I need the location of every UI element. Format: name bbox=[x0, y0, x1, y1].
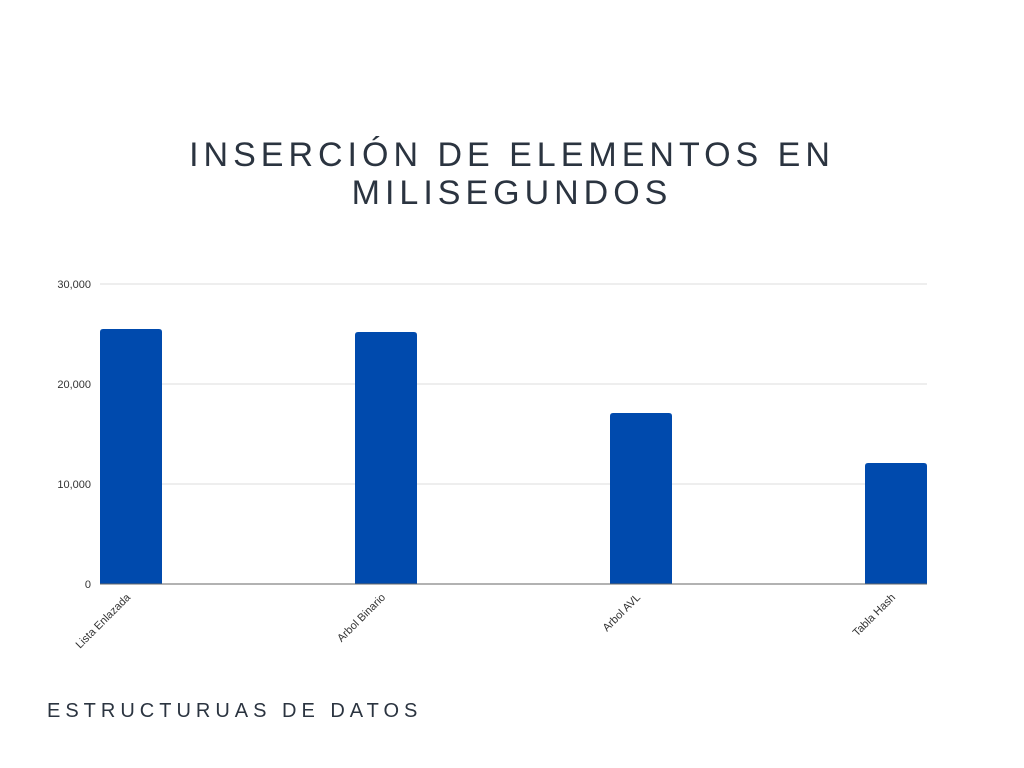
x-tick-label: Arbol Binario bbox=[335, 592, 388, 645]
bar bbox=[355, 332, 417, 584]
chart-title: INSERCIÓN DE ELEMENTOS EN MILISEGUNDOS bbox=[0, 136, 1024, 212]
y-tick-label: 20,000 bbox=[57, 379, 91, 391]
chart-title-line-2: MILISEGUNDOS bbox=[351, 174, 673, 212]
y-tick-label: 30,000 bbox=[57, 279, 91, 291]
x-axis-title: ESTRUCTURUAS DE DATOS bbox=[47, 700, 423, 722]
x-tick-label: Lista Enlazada bbox=[74, 591, 134, 651]
chart-title-line-1: INSERCIÓN DE ELEMENTOS EN bbox=[189, 136, 835, 174]
y-tick-label: 0 bbox=[85, 579, 91, 591]
bar bbox=[610, 413, 672, 584]
x-tick-label: Tabla Hash bbox=[851, 592, 898, 639]
bar bbox=[865, 463, 927, 584]
y-tick-label: 10,000 bbox=[57, 479, 91, 491]
x-tick-label: Arbol AVL bbox=[601, 592, 644, 635]
bar bbox=[100, 329, 162, 584]
